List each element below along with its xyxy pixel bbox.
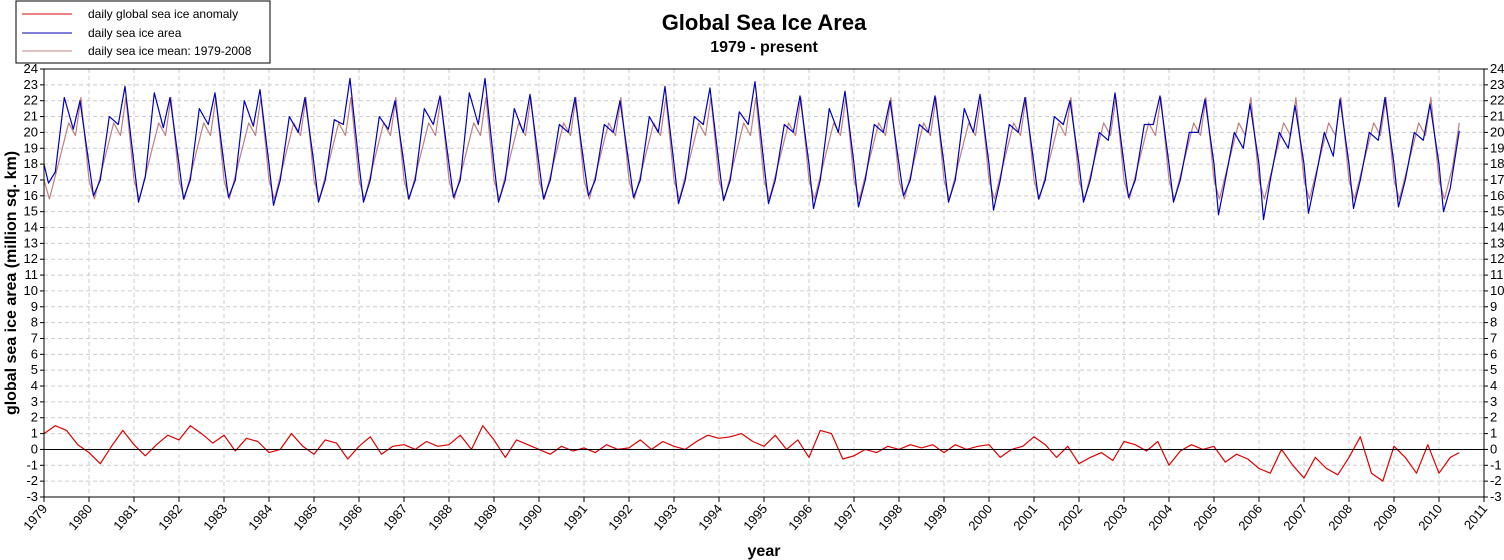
x-axis-label: year	[748, 543, 781, 560]
y-tick-label-right: 20	[1490, 124, 1504, 139]
y-axis-label: global sea ice area (million sq. km)	[3, 151, 20, 415]
y-tick-label: 4	[31, 378, 38, 393]
legend: daily global sea ice anomaly daily sea i…	[15, 0, 271, 64]
y-tick-label: 9	[31, 299, 38, 314]
y-tick-label-right: -1	[1490, 457, 1502, 472]
y-tick-label: 2	[31, 410, 38, 425]
y-tick-label: 10	[24, 283, 38, 298]
legend-label-area: daily sea ice area	[88, 26, 182, 40]
y-tick-label-right: 2	[1490, 410, 1497, 425]
y-tick-label-right: 1	[1490, 426, 1497, 441]
grid	[43, 68, 1485, 498]
y-tick-label: 8	[31, 315, 38, 330]
y-tick-label-right: 10	[1490, 283, 1504, 298]
y-tick-label: -1	[26, 457, 38, 472]
y-tick-label-right: 22	[1490, 93, 1504, 108]
y-tick-label-right: 5	[1490, 362, 1497, 377]
y-tick-label: 13	[24, 235, 38, 250]
series-mean-line	[43, 96, 1460, 200]
y-tick-label-right: -3	[1490, 489, 1502, 504]
y-axis-right: 2423222120191817161514131211109876543210…	[1484, 61, 1504, 504]
y-tick-label: 22	[24, 93, 38, 108]
legend-label-anomaly: daily global sea ice anomaly	[88, 7, 238, 21]
y-tick-label: 7	[31, 330, 38, 345]
y-tick-label: -2	[26, 473, 38, 488]
y-tick-label: -3	[26, 489, 38, 504]
y-tick-label: 16	[24, 188, 38, 203]
legend-box	[15, 0, 271, 64]
y-tick-label-right: 21	[1490, 109, 1504, 124]
y-tick-label: 21	[24, 109, 38, 124]
y-tick-label-right: 9	[1490, 299, 1497, 314]
y-tick-label-right: 4	[1490, 378, 1497, 393]
y-tick-label-right: 19	[1490, 140, 1504, 155]
y-tick-label: 5	[31, 362, 38, 377]
y-tick-label-right: 17	[1490, 172, 1504, 187]
y-tick-label-right: 15	[1490, 204, 1504, 219]
y-tick-label: 20	[24, 124, 38, 139]
y-tick-label: 15	[24, 204, 38, 219]
y-tick-label: 6	[31, 346, 38, 361]
y-tick-label: 23	[24, 77, 38, 92]
y-tick-label-right: 18	[1490, 156, 1504, 171]
y-tick-label: 0	[31, 441, 38, 456]
y-tick-label-right: 13	[1490, 235, 1504, 250]
y-tick-label-right: 24	[1490, 61, 1504, 76]
y-tick-label: 14	[24, 220, 38, 235]
y-tick-label-right: 14	[1490, 220, 1504, 235]
y-tick-label-right: 12	[1490, 251, 1504, 266]
chart-subtitle: 1979 - present	[710, 39, 818, 56]
legend-label-mean: daily sea ice mean: 1979-2008	[88, 44, 252, 58]
series-area-line	[43, 77, 1460, 221]
y-tick-label: 1	[31, 426, 38, 441]
y-tick-label: 12	[24, 251, 38, 266]
y-tick-label: 19	[24, 140, 38, 155]
y-tick-label-right: 23	[1490, 77, 1504, 92]
y-tick-label: 17	[24, 172, 38, 187]
y-tick-label-right: 0	[1490, 441, 1497, 456]
y-tick-label-right: 7	[1490, 330, 1497, 345]
y-tick-label-right: 16	[1490, 188, 1504, 203]
y-tick-label: 24	[24, 61, 38, 76]
y-tick-label-right: 6	[1490, 346, 1497, 361]
y-tick-label-right: 3	[1490, 394, 1497, 409]
chart-title: Global Sea Ice Area	[662, 10, 867, 35]
y-tick-label-right: -2	[1490, 473, 1502, 488]
y-axis-left: 2423222120191817161514131211109876543210…	[24, 61, 44, 504]
y-tick-label-right: 8	[1490, 315, 1497, 330]
y-tick-label-right: 11	[1490, 267, 1504, 282]
y-tick-label: 18	[24, 156, 38, 171]
y-tick-label: 3	[31, 394, 38, 409]
y-tick-label: 11	[25, 267, 39, 282]
